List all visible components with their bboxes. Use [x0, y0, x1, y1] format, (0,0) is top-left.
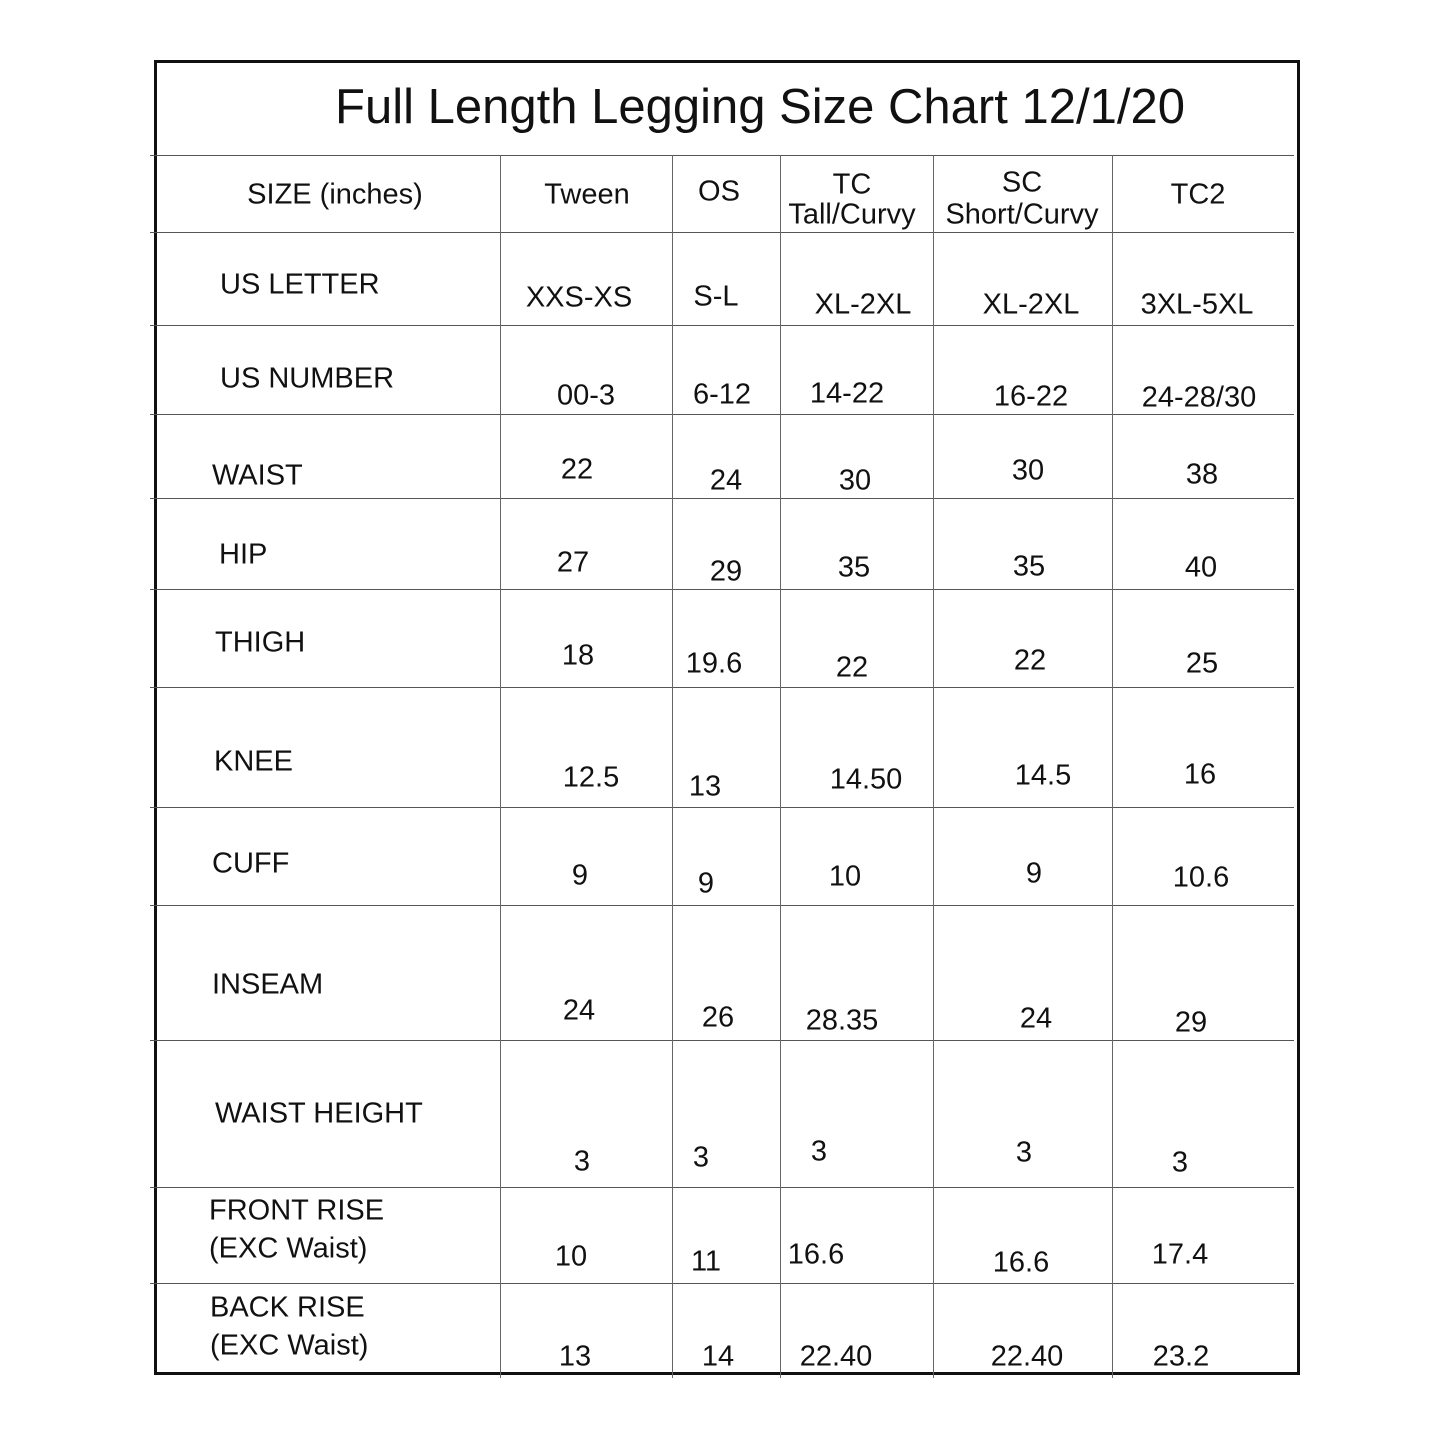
table-cell-value: 13	[688, 770, 722, 803]
table-cell-value: 10	[554, 1240, 588, 1273]
column-header-subtitle: Short/Curvy	[945, 198, 1099, 231]
row-label: WAIST HEIGHT	[215, 1097, 423, 1130]
row-label: INSEAM	[212, 968, 324, 1001]
table-cell-value: 24-28/30	[1141, 381, 1257, 414]
table-cell-value: XXS-XS	[525, 281, 633, 314]
table-cell-value: 29	[709, 555, 743, 588]
row-label: US NUMBER	[220, 362, 395, 395]
column-header: Tween	[544, 178, 630, 211]
row-divider	[150, 1187, 1294, 1188]
table-cell-value: 6-12	[692, 378, 752, 411]
table-cell-value: S-L	[693, 280, 739, 313]
row-label: FRONT RISE	[209, 1194, 385, 1227]
row-label-note: (EXC Waist)	[209, 1232, 368, 1265]
column-divider	[672, 155, 673, 1378]
row-divider	[150, 1040, 1294, 1041]
table-cell-value: 22	[560, 453, 594, 486]
row-label: CUFF	[212, 847, 290, 880]
column-header: SC	[1001, 166, 1043, 199]
table-cell-value: 16	[1183, 758, 1217, 791]
table-cell-value: 10	[828, 860, 862, 893]
row-divider	[150, 1283, 1294, 1284]
table-cell-value: 24	[562, 994, 596, 1027]
table-cell-value: 3	[810, 1135, 828, 1168]
table-cell-value: 14-22	[809, 377, 885, 410]
table-cell-value: 13	[558, 1340, 592, 1373]
row-label: BACK RISE	[210, 1291, 365, 1324]
row-label-note: (EXC Waist)	[210, 1329, 369, 1362]
row-divider	[150, 589, 1294, 590]
column-header: OS	[698, 175, 740, 208]
column-divider	[780, 155, 781, 1378]
table-cell-value: 19.6	[685, 647, 743, 680]
table-cell-value: 14.50	[829, 763, 903, 796]
row-divider	[150, 155, 1294, 156]
table-cell-value: 35	[837, 551, 871, 584]
table-cell-value: 00-3	[556, 379, 616, 412]
table-cell-value: 22	[1013, 644, 1047, 677]
table-cell-value: 9	[1025, 857, 1043, 890]
table-cell-value: 12.5	[562, 761, 620, 794]
table-cell-value: XL-2XL	[814, 288, 912, 321]
column-header: TC2	[1170, 178, 1226, 211]
column-header: TC	[832, 168, 872, 201]
table-cell-value: 38	[1185, 458, 1219, 491]
chart-title: Full Length Legging Size Chart 12/1/20	[335, 80, 1185, 134]
row-divider	[150, 414, 1294, 415]
table-cell-value: 35	[1012, 550, 1046, 583]
table-cell-value: 16.6	[992, 1246, 1050, 1279]
row-label: WAIST	[212, 459, 303, 492]
table-cell-value: 24	[709, 464, 743, 497]
table-cell-value: 3XL-5XL	[1140, 288, 1254, 321]
table-cell-value: 22	[835, 651, 869, 684]
table-cell-value: 25	[1185, 647, 1219, 680]
table-cell-value: 27	[556, 546, 590, 579]
table-cell-value: 10.6	[1172, 861, 1230, 894]
row-divider	[150, 807, 1294, 808]
table-cell-value: 30	[1011, 454, 1045, 487]
table-cell-value: 23.2	[1152, 1340, 1210, 1373]
column-divider	[933, 155, 934, 1378]
table-cell-value: 9	[571, 859, 589, 892]
header-size-label: SIZE (inches)	[247, 178, 423, 211]
table-cell-value: 14	[701, 1340, 735, 1373]
table-cell-value: 11	[690, 1245, 722, 1278]
row-label: HIP	[219, 538, 268, 571]
row-divider	[150, 687, 1294, 688]
row-label: KNEE	[214, 745, 293, 778]
table-cell-value: 16-22	[993, 380, 1069, 413]
table-cell-value: 16.6	[787, 1238, 845, 1271]
table-cell-value: 22.40	[799, 1340, 873, 1373]
table-cell-value: 14.5	[1014, 759, 1072, 792]
column-divider	[1112, 155, 1113, 1378]
table-cell-value: 9	[697, 867, 715, 900]
table-cell-value: 28.35	[805, 1004, 879, 1037]
table-cell-value: 40	[1184, 551, 1218, 584]
table-cell-value: 29	[1174, 1006, 1208, 1039]
table-cell-value: 3	[573, 1145, 591, 1178]
row-divider	[150, 325, 1294, 326]
row-divider	[150, 498, 1294, 499]
table-cell-value: 3	[1015, 1136, 1033, 1169]
table-cell-value: 24	[1019, 1002, 1053, 1035]
table-cell-value: 18	[561, 639, 595, 672]
row-label: THIGH	[215, 626, 306, 659]
table-cell-value: 22.40	[990, 1340, 1064, 1373]
table-cell-value: 26	[701, 1001, 735, 1034]
table-cell-value: XL-2XL	[982, 288, 1080, 321]
table-cell-value: 30	[838, 464, 872, 497]
row-label: US LETTER	[220, 268, 380, 301]
table-cell-value: 3	[1171, 1146, 1189, 1179]
row-divider	[150, 905, 1294, 906]
column-header-subtitle: Tall/Curvy	[788, 198, 916, 231]
column-divider	[500, 155, 501, 1378]
row-divider	[150, 232, 1294, 233]
size-chart-table	[154, 60, 1300, 1375]
table-cell-value: 17.4	[1151, 1238, 1209, 1271]
table-cell-value: 3	[692, 1141, 710, 1174]
